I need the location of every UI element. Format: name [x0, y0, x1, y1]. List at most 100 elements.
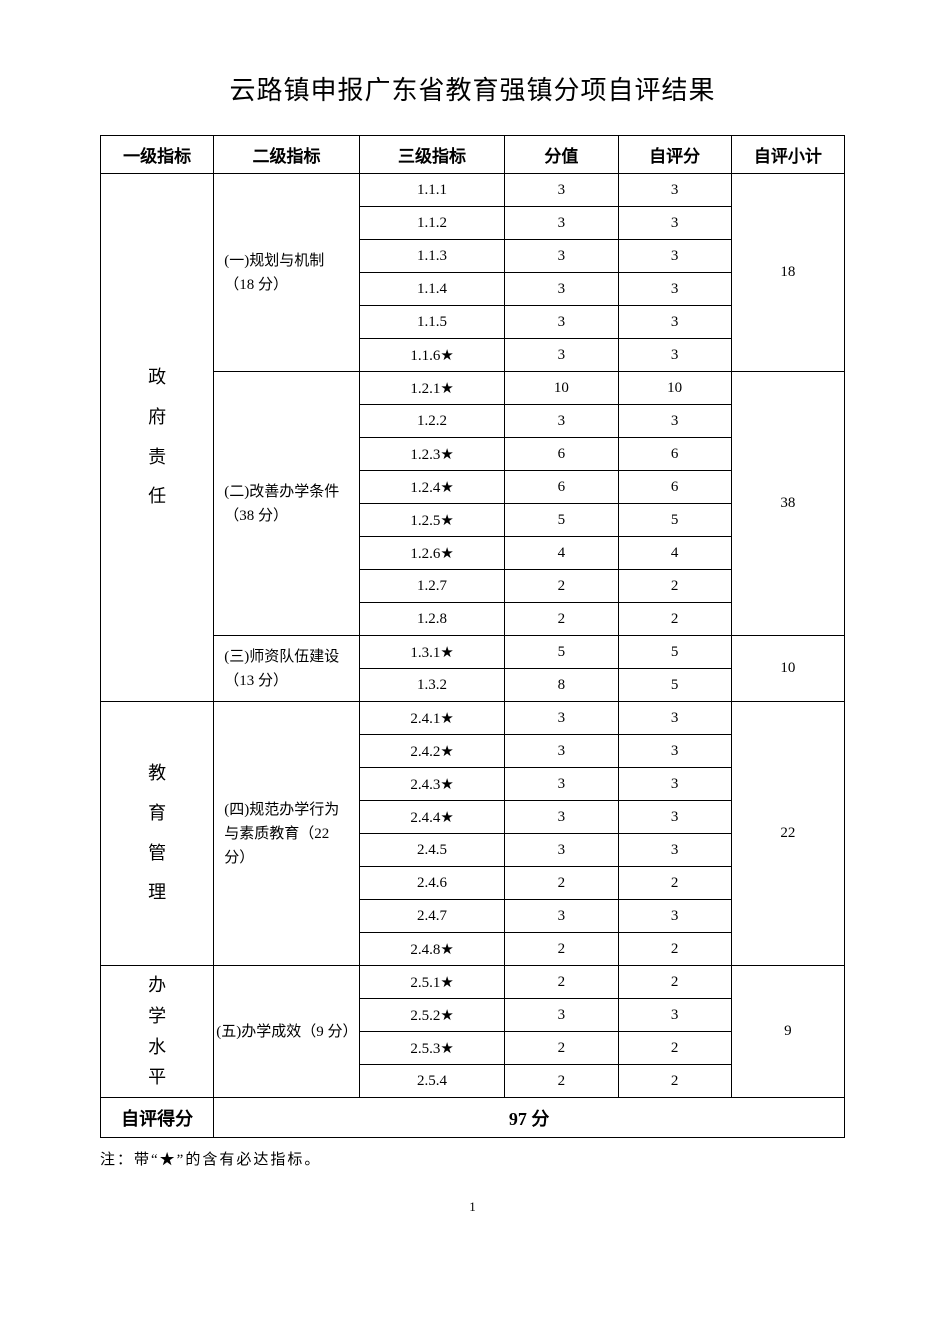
level1-char: 平	[103, 1062, 211, 1093]
level2-cell: (二)改善办学条件（38 分）	[214, 372, 360, 636]
level1-cell: 办 学 水 平	[101, 966, 214, 1098]
score-cell: 2	[505, 1032, 618, 1065]
self-cell: 3	[618, 900, 731, 933]
subtotal-cell: 9	[731, 966, 844, 1098]
table-row: 教 育 管 理 (四)规范办学行为与素质教育（22 分） 2.4.1★ 3 3 …	[101, 702, 845, 735]
score-cell: 2	[505, 1065, 618, 1098]
level3-cell: 1.2.3★	[359, 438, 505, 471]
score-cell: 3	[505, 768, 618, 801]
level2-cell: (三)师资队伍建设（13 分）	[214, 636, 360, 702]
header-row: 一级指标 二级指标 三级指标 分值 自评分 自评小计	[101, 136, 845, 174]
score-cell: 4	[505, 537, 618, 570]
level3-cell: 1.1.5	[359, 306, 505, 339]
level1-char: 政	[103, 358, 211, 398]
self-cell: 2	[618, 1032, 731, 1065]
self-cell: 6	[618, 438, 731, 471]
self-cell: 3	[618, 405, 731, 438]
score-cell: 3	[505, 339, 618, 372]
score-cell: 3	[505, 273, 618, 306]
table-row: 办 学 水 平 (五)办学成效（9 分） 2.5.1★ 2 2 9	[101, 966, 845, 999]
level1-cell: 教 育 管 理	[101, 702, 214, 966]
table-row: 政 府 责 任 (一)规划与机制（18 分） 1.1.1 3 3 18	[101, 174, 845, 207]
score-cell: 3	[505, 174, 618, 207]
self-cell: 3	[618, 768, 731, 801]
self-cell: 5	[618, 669, 731, 702]
document-title: 云路镇申报广东省教育强镇分项自评结果	[100, 70, 845, 107]
score-cell: 3	[505, 306, 618, 339]
header-level3: 三级指标	[359, 136, 505, 174]
level3-cell: 2.4.4★	[359, 801, 505, 834]
level3-cell: 1.1.3	[359, 240, 505, 273]
header-self-score: 自评分	[618, 136, 731, 174]
footnote: 注：带“★”的含有必达指标。	[100, 1148, 845, 1169]
score-cell: 3	[505, 834, 618, 867]
self-cell: 2	[618, 603, 731, 636]
self-cell: 3	[618, 834, 731, 867]
total-row: 自评得分 97 分	[101, 1098, 845, 1138]
self-cell: 6	[618, 471, 731, 504]
total-value: 97 分	[214, 1098, 845, 1138]
score-cell: 8	[505, 669, 618, 702]
level3-cell: 1.3.1★	[359, 636, 505, 669]
self-cell: 3	[618, 999, 731, 1032]
level1-char: 责	[103, 438, 211, 478]
score-cell: 2	[505, 867, 618, 900]
level1-char: 水	[103, 1032, 211, 1063]
score-cell: 3	[505, 240, 618, 273]
self-cell: 3	[618, 306, 731, 339]
level3-cell: 2.4.1★	[359, 702, 505, 735]
self-cell: 3	[618, 207, 731, 240]
score-cell: 2	[505, 603, 618, 636]
level2-cell: (五)办学成效（9 分）	[214, 966, 360, 1098]
score-cell: 3	[505, 405, 618, 438]
score-cell: 5	[505, 504, 618, 537]
subtotal-cell: 22	[731, 702, 844, 966]
level3-cell: 2.5.3★	[359, 1032, 505, 1065]
level1-char: 任	[103, 477, 211, 517]
level1-char: 理	[103, 873, 211, 913]
level1-char: 学	[103, 1001, 211, 1032]
level3-cell: 1.1.2	[359, 207, 505, 240]
self-cell: 2	[618, 933, 731, 966]
self-cell: 5	[618, 636, 731, 669]
subtotal-cell: 18	[731, 174, 844, 372]
self-cell: 3	[618, 801, 731, 834]
level3-cell: 2.4.6	[359, 867, 505, 900]
level3-cell: 1.1.4	[359, 273, 505, 306]
header-level2: 二级指标	[214, 136, 360, 174]
level3-cell: 1.1.6★	[359, 339, 505, 372]
self-cell: 2	[618, 1065, 731, 1098]
score-cell: 6	[505, 438, 618, 471]
self-cell: 2	[618, 966, 731, 999]
page-number: 1	[100, 1199, 845, 1215]
level3-cell: 1.3.2	[359, 669, 505, 702]
level1-char: 办	[103, 970, 211, 1001]
level1-char: 育	[103, 794, 211, 834]
self-cell: 3	[618, 240, 731, 273]
score-cell: 3	[505, 735, 618, 768]
self-cell: 3	[618, 702, 731, 735]
level3-cell: 1.2.4★	[359, 471, 505, 504]
level3-cell: 1.2.8	[359, 603, 505, 636]
self-cell: 3	[618, 174, 731, 207]
score-cell: 3	[505, 207, 618, 240]
score-cell: 3	[505, 999, 618, 1032]
level1-cell: 政 府 责 任	[101, 174, 214, 702]
level3-cell: 1.1.1	[359, 174, 505, 207]
self-cell: 2	[618, 570, 731, 603]
level3-cell: 2.4.7	[359, 900, 505, 933]
score-cell: 2	[505, 966, 618, 999]
level3-cell: 2.5.2★	[359, 999, 505, 1032]
level3-cell: 1.2.6★	[359, 537, 505, 570]
score-cell: 2	[505, 570, 618, 603]
level3-cell: 2.4.2★	[359, 735, 505, 768]
level3-cell: 2.4.3★	[359, 768, 505, 801]
level1-char: 管	[103, 834, 211, 874]
level1-char: 府	[103, 398, 211, 438]
total-label: 自评得分	[101, 1098, 214, 1138]
subtotal-cell: 38	[731, 372, 844, 636]
level2-cell: (一)规划与机制（18 分）	[214, 174, 360, 372]
header-subtotal: 自评小计	[731, 136, 844, 174]
level3-cell: 2.5.1★	[359, 966, 505, 999]
score-cell: 5	[505, 636, 618, 669]
